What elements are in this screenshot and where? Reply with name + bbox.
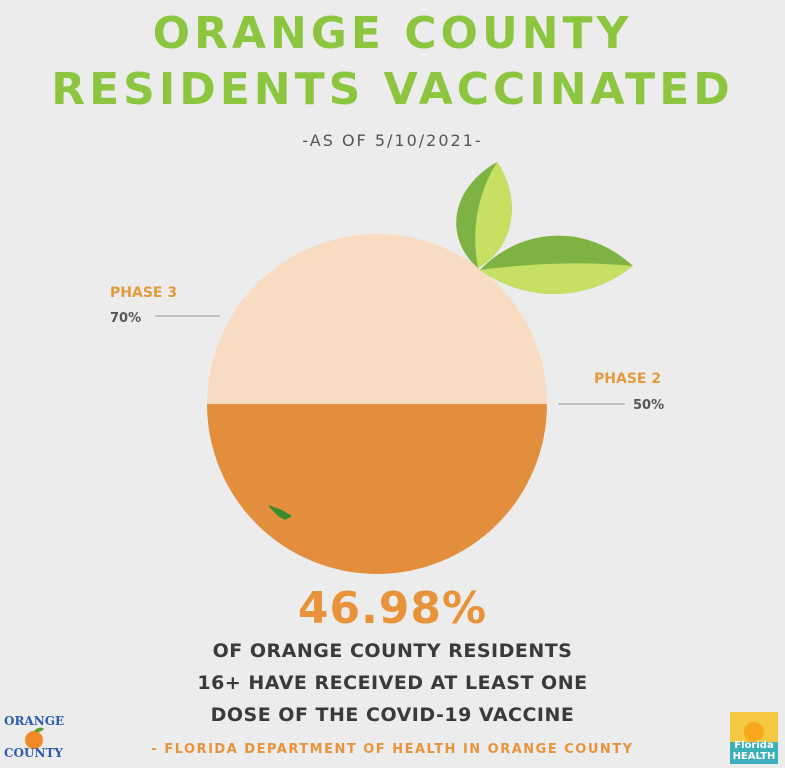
- logo-left-line-1: ORANGE: [4, 714, 65, 728]
- orange-body: [207, 234, 547, 574]
- logo-left-line-2: COUNTY: [4, 746, 63, 760]
- title-line-2: RESIDENTS VACCINATED: [51, 64, 734, 115]
- florida-marker-icon: [268, 505, 292, 520]
- logo-right-line-2: HEALTH: [732, 751, 776, 762]
- date-subtitle: -AS OF 5/10/2021-: [302, 131, 483, 150]
- leaf-icon: [456, 162, 633, 294]
- phase-2-label: PHASE 2: [594, 371, 661, 387]
- sun-icon: [730, 722, 778, 764]
- title-line-1: ORANGE COUNTY: [152, 8, 633, 59]
- orange-county-logo: ORANGE COUNTY: [4, 712, 65, 764]
- orange-fruit-icon: [25, 727, 44, 749]
- phase-3-value: 70%: [110, 311, 141, 326]
- stat-line-2: 16+ HAVE RECEIVED AT LEAST ONE: [197, 672, 588, 694]
- phase-3-label: PHASE 3: [110, 285, 177, 301]
- source-credit: - FLORIDA DEPARTMENT OF HEALTH IN ORANGE…: [151, 742, 634, 757]
- stat-line-3: DOSE OF THE COVID-19 VACCINE: [210, 704, 575, 726]
- phase-2-region: [207, 404, 547, 574]
- phase-2-value: 50%: [633, 398, 664, 413]
- vaccination-percentage: 46.98%: [297, 583, 488, 634]
- logo-right-line-1: Florida: [734, 740, 774, 751]
- stat-line-1: OF ORANGE COUNTY RESIDENTS: [212, 640, 573, 662]
- florida-health-logo: Florida HEALTH: [730, 712, 778, 764]
